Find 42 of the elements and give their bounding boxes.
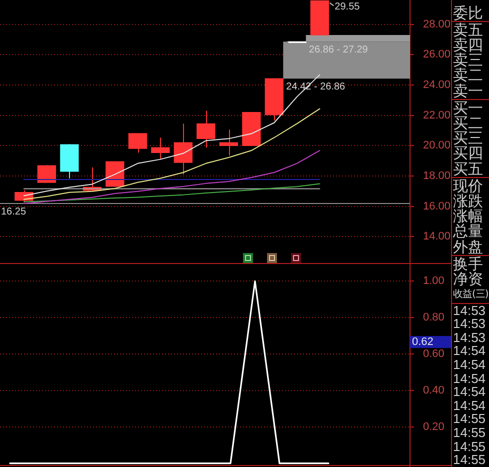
text: 14:54 (453, 370, 486, 386)
y-tick-label: 0.20 (423, 420, 444, 433)
text: 14:53 (453, 316, 486, 332)
ref-line-label: 16.25 (1, 206, 26, 218)
y-tick-label: 0.80 (423, 312, 444, 324)
text: 买五 (453, 160, 483, 178)
candlestick (196, 110, 216, 148)
text: 14:54 (453, 398, 486, 413)
y-tick-label: 28.00 (423, 18, 451, 30)
text: 14:55 (453, 411, 486, 426)
text: 14:55 (453, 424, 486, 440)
text: 14:54 (453, 384, 486, 400)
candlestick (174, 123, 192, 175)
text: 14:53 (453, 302, 486, 318)
y-tick-label: 1.00 (423, 275, 444, 288)
y-tick-label: 0.40 (423, 384, 444, 397)
text: 14:55 (453, 438, 486, 454)
candlestick (128, 133, 148, 154)
text: 委比 (453, 4, 483, 22)
y-tick-label: 14.00 (423, 230, 451, 243)
text: 总量 (453, 222, 483, 240)
text: 14:53 (453, 330, 486, 345)
y-tick-label: 20.00 (423, 140, 451, 152)
text: 14:54 (453, 343, 486, 358)
y-tick-label: 16.00 (423, 200, 451, 212)
candlestick (37, 164, 56, 184)
band-label: 26.86 - 27.29 (308, 44, 368, 56)
text: 卖一 (453, 82, 483, 100)
text: 外盘 (453, 238, 483, 256)
y-tick-label: 26.00 (423, 48, 451, 61)
text: 14:55 (453, 452, 486, 467)
text: 收益(三) (453, 288, 488, 300)
text: 0.62 (412, 336, 434, 348)
y-tick-label: 18.00 (423, 170, 451, 182)
y-tick-label: 22.00 (423, 109, 451, 122)
y-tick-label: 24.00 (423, 78, 451, 91)
text: 29.55 (334, 2, 360, 13)
text: 14:54 (453, 356, 486, 372)
y-tick-label: 0.60 (423, 348, 444, 360)
candlestick (219, 129, 238, 156)
candlestick (151, 137, 170, 160)
text: 卖二 (453, 66, 483, 84)
